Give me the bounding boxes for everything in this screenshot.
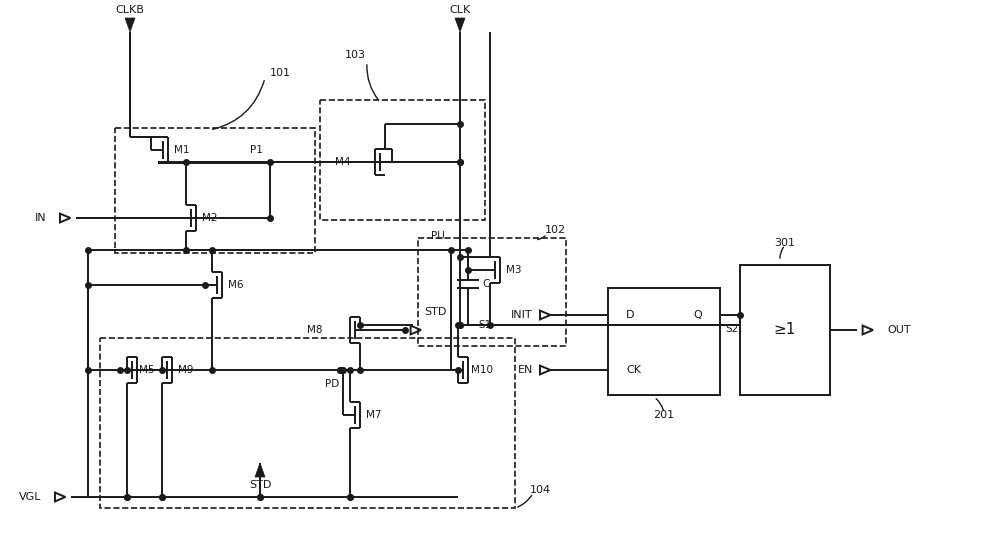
- Text: M4: M4: [335, 157, 351, 167]
- Text: STD: STD: [424, 307, 446, 317]
- Text: M3: M3: [506, 265, 522, 275]
- Text: 103: 103: [344, 50, 366, 60]
- Text: S2: S2: [725, 324, 739, 334]
- Text: M6: M6: [228, 280, 244, 290]
- Bar: [418, 238, 566, 346]
- Text: OUT: OUT: [887, 325, 911, 335]
- Text: PU: PU: [431, 231, 445, 241]
- Text: EN: EN: [518, 365, 533, 375]
- Text: ≥1: ≥1: [774, 323, 796, 337]
- Text: M9: M9: [178, 365, 194, 375]
- Text: 102: 102: [544, 225, 566, 235]
- Text: 301: 301: [774, 238, 796, 248]
- Text: CLK: CLK: [449, 5, 471, 15]
- Text: S1: S1: [478, 320, 491, 330]
- Text: M8: M8: [307, 325, 323, 335]
- Text: INIT: INIT: [511, 310, 533, 320]
- Text: C: C: [482, 279, 490, 289]
- Polygon shape: [125, 18, 135, 32]
- Text: STD: STD: [249, 480, 271, 490]
- Bar: [320, 100, 485, 220]
- Text: M5: M5: [139, 365, 155, 375]
- Text: VGL: VGL: [18, 492, 41, 502]
- Text: 201: 201: [653, 410, 675, 420]
- Text: M2: M2: [202, 213, 218, 223]
- Text: M10: M10: [471, 365, 493, 375]
- Text: D: D: [626, 310, 635, 320]
- Bar: [740, 265, 830, 395]
- Bar: [115, 128, 315, 253]
- Text: CLKB: CLKB: [116, 5, 144, 15]
- Text: Q: Q: [693, 310, 702, 320]
- Polygon shape: [455, 18, 465, 32]
- Text: 101: 101: [270, 68, 290, 78]
- Text: PD: PD: [325, 379, 339, 389]
- Text: IN: IN: [34, 213, 46, 223]
- Bar: [100, 338, 515, 508]
- Text: M7: M7: [366, 410, 382, 420]
- Text: P1: P1: [250, 145, 262, 155]
- Text: CK: CK: [626, 365, 641, 375]
- Polygon shape: [255, 463, 265, 477]
- Text: 104: 104: [529, 485, 551, 495]
- Bar: [608, 288, 720, 395]
- Text: M1: M1: [174, 145, 190, 155]
